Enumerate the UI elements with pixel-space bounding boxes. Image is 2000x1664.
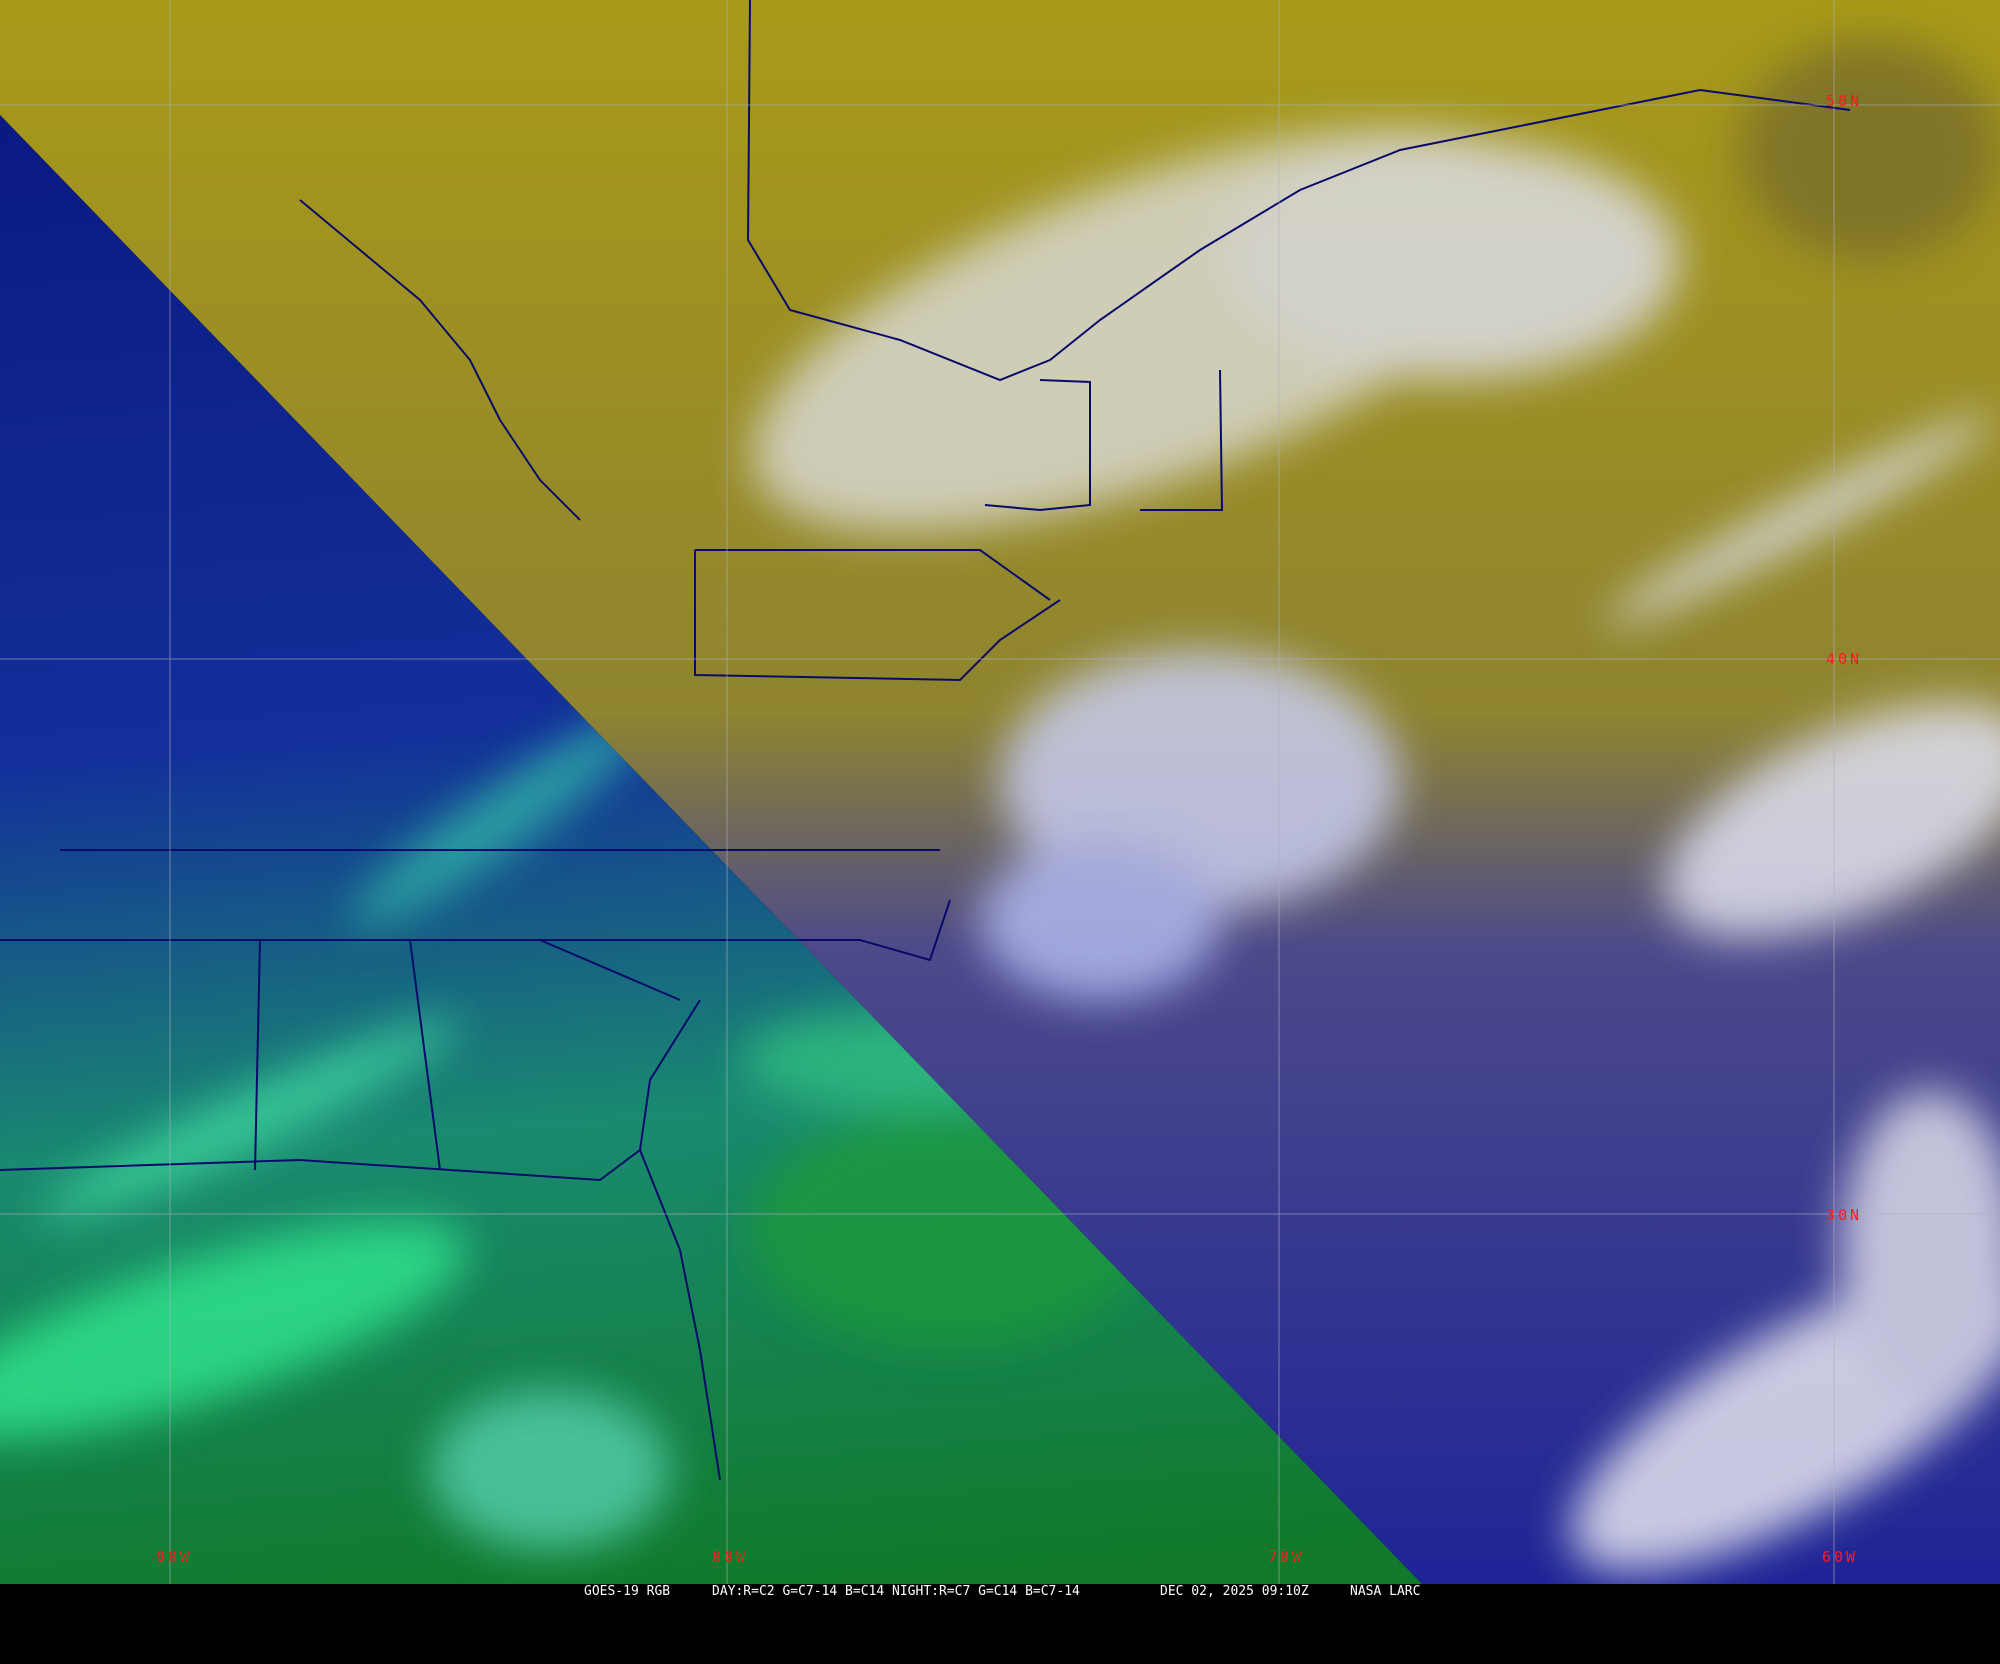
lat-label-30n: 30N (1826, 1206, 1863, 1224)
lon-label-70w: 70W (1268, 1548, 1305, 1566)
caption-bar: GOES-19 RGB DAY:R=C2 G=C7-14 B=C14 NIGHT… (0, 1584, 2000, 1600)
political-borders (0, 0, 1851, 1481)
satellite-map (0, 0, 2000, 1584)
satellite-name: GOES-19 RGB (584, 1584, 671, 1599)
lon-label-60w: 60W (1822, 1548, 1859, 1566)
graticule (0, 0, 2000, 1584)
lon-label-80w: 80W (712, 1548, 749, 1566)
rgb-recipe: DAY:R=C2 G=C7-14 B=C14 NIGHT:R=C7 G=C14 … (712, 1584, 1080, 1599)
timestamp: DEC 02, 2025 09:10Z (1160, 1584, 1309, 1599)
lat-label-50n: 50N (1826, 92, 1863, 110)
credit: NASA LARC (1350, 1584, 1421, 1599)
lon-label-90w: 90W (156, 1548, 193, 1566)
satellite-image: 50N 40N 30N 90W 80W 70W 60W GOES-19 RGB … (0, 0, 2000, 1600)
lat-label-40n: 40N (1826, 650, 1863, 668)
